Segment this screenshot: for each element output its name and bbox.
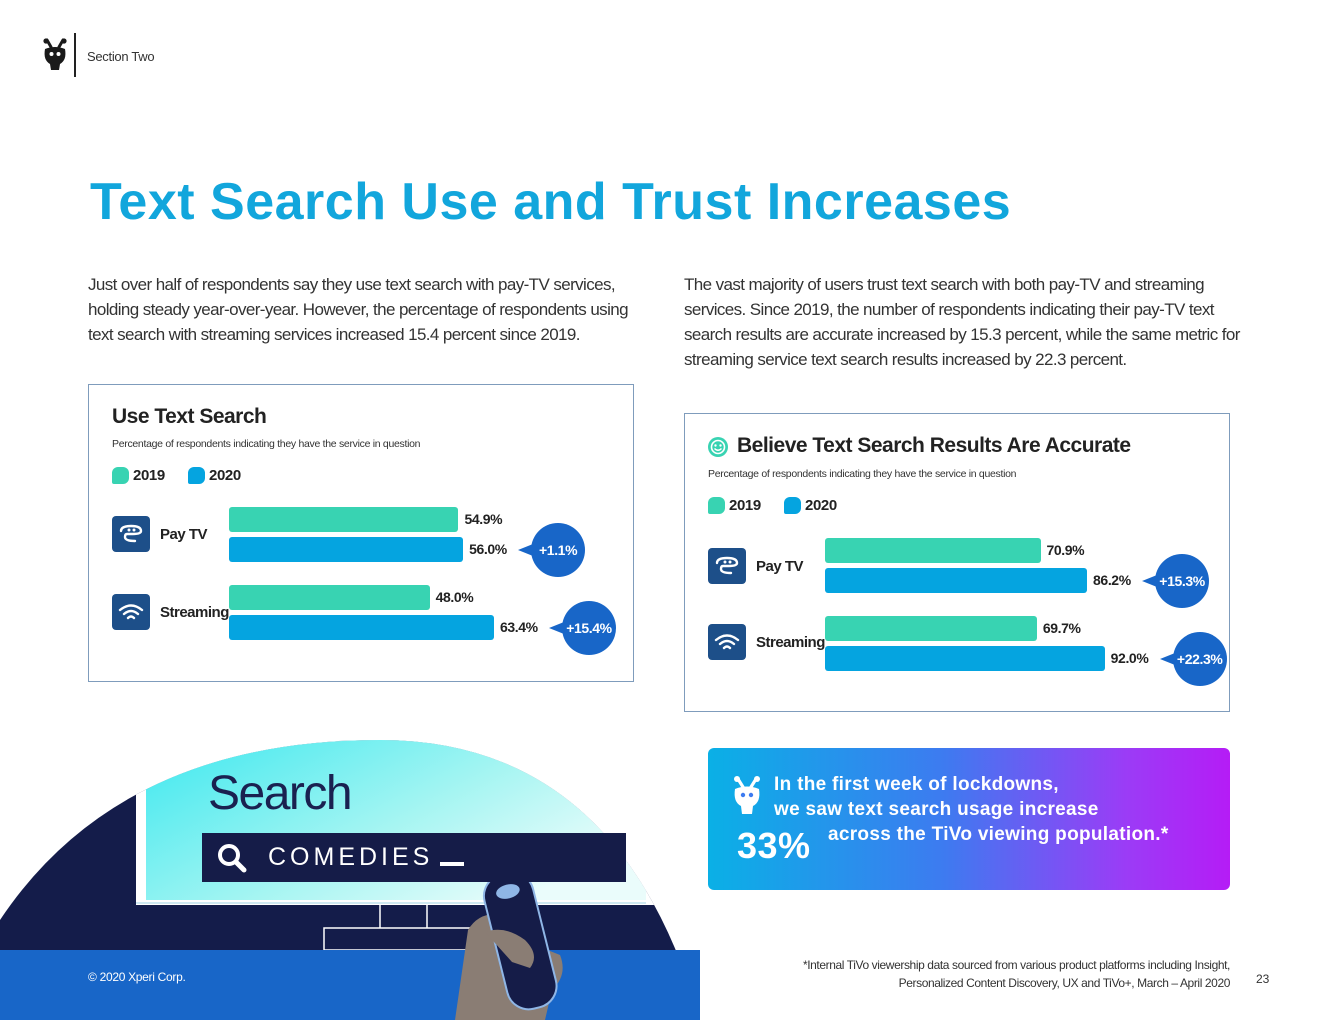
category-label: Pay TV xyxy=(756,557,804,575)
believe-accurate-chart: Believe Text Search Results Are Accurate… xyxy=(684,413,1230,712)
data-label: 63.4% xyxy=(500,619,538,635)
intro-paragraph-right: The vast majority of users trust text se… xyxy=(684,275,1240,369)
footnote-line-1: *Internal TiVo viewership data sourced f… xyxy=(802,958,1230,972)
streaming-wifi-icon xyxy=(708,624,746,660)
data-label: 92.0% xyxy=(1110,650,1149,666)
legend-item-2020: 2020 xyxy=(784,497,837,514)
category-streaming: Streaming xyxy=(708,624,825,660)
page-number: 23 xyxy=(1256,972,1270,986)
search-heading: Search xyxy=(208,767,353,820)
bar-2019-pay-tv xyxy=(825,538,1041,563)
header-divider xyxy=(74,33,76,77)
bar-2019-streaming xyxy=(229,585,430,610)
category-streaming: Streaming xyxy=(112,594,229,630)
data-label: 56.0% xyxy=(469,541,507,557)
category-label: Pay TV xyxy=(160,525,208,543)
pay-tv-icon xyxy=(708,548,746,584)
data-label: 70.9% xyxy=(1046,542,1085,558)
tivo-mascot-icon xyxy=(734,776,760,814)
legend-label: 2020 xyxy=(209,467,241,484)
legend-swatch-2019 xyxy=(708,497,725,514)
copyright: © 2020 Xperi Corp. xyxy=(88,970,186,984)
delta-badge: +22.3% xyxy=(1159,632,1227,686)
footnote: *Internal TiVo viewership data sourced f… xyxy=(760,956,1230,992)
smiley-icon xyxy=(708,437,728,457)
category-pay-tv: Pay TV xyxy=(112,516,208,552)
category-pay-tv: Pay TV xyxy=(708,548,804,584)
legend-item-2019: 2019 xyxy=(112,467,165,484)
delta-badge: +15.4% xyxy=(549,601,616,655)
delta-badge: +15.3% xyxy=(1142,554,1210,608)
callout-percent: 33% xyxy=(737,825,811,866)
legend-swatch-2019 xyxy=(112,467,129,484)
text-caret xyxy=(440,862,464,866)
bar-2020-streaming xyxy=(229,615,494,640)
legend-item-2019: 2019 xyxy=(708,497,761,514)
bar-2020-pay-tv xyxy=(229,537,464,562)
chart-title: Use Text Search xyxy=(112,405,267,428)
legend-swatch-2020 xyxy=(188,467,205,484)
tivo-logo-icon xyxy=(43,38,67,70)
streaming-wifi-icon xyxy=(112,594,150,630)
bar-2020-pay-tv xyxy=(825,568,1088,593)
use-text-search-chart: Use Text Search Percentage of respondent… xyxy=(88,384,634,682)
category-label: Streaming xyxy=(756,633,825,651)
page-title: Text Search Use and Trust Increases xyxy=(90,173,1012,231)
bar-2019-pay-tv xyxy=(229,507,459,532)
lockdown-callout: In the first week of lockdowns, we saw t… xyxy=(708,748,1230,890)
chart-subtitle: Percentage of respondents indicating the… xyxy=(708,468,1017,480)
delta-badge: +1.1% xyxy=(518,523,586,577)
chart-subtitle: Percentage of respondents indicating the… xyxy=(112,438,421,450)
chart-title: Believe Text Search Results Are Accurate xyxy=(737,434,1131,457)
bar-2019-streaming xyxy=(825,616,1037,641)
pay-tv-icon xyxy=(112,516,150,552)
bar-2020-streaming xyxy=(825,646,1105,671)
legend-swatch-2020 xyxy=(784,497,801,514)
section-label: Section Two xyxy=(87,49,155,64)
category-label: Streaming xyxy=(160,603,229,621)
legend-item-2020: 2020 xyxy=(188,467,241,484)
callout-line-2: we saw text search usage increase xyxy=(774,799,1099,820)
callout-line-1: In the first week of lockdowns, xyxy=(774,774,1059,795)
search-bar xyxy=(202,833,626,882)
search-query-text: COMEDIES xyxy=(268,843,434,871)
data-label: 86.2% xyxy=(1093,572,1131,588)
intro-paragraph-left: Just over half of respondents say they u… xyxy=(88,275,629,344)
legend-label: 2019 xyxy=(729,497,761,514)
data-label: 48.0% xyxy=(435,589,474,605)
data-label: 69.7% xyxy=(1042,620,1081,636)
footnote-line-2: Personalized Content Discovery, UX and T… xyxy=(898,976,1231,990)
search-icon xyxy=(218,844,247,873)
callout-line-3: across the TiVo viewing population.* xyxy=(828,824,1169,845)
legend-label: 2020 xyxy=(805,497,837,514)
data-label: 54.9% xyxy=(464,511,503,527)
legend-label: 2019 xyxy=(133,467,165,484)
